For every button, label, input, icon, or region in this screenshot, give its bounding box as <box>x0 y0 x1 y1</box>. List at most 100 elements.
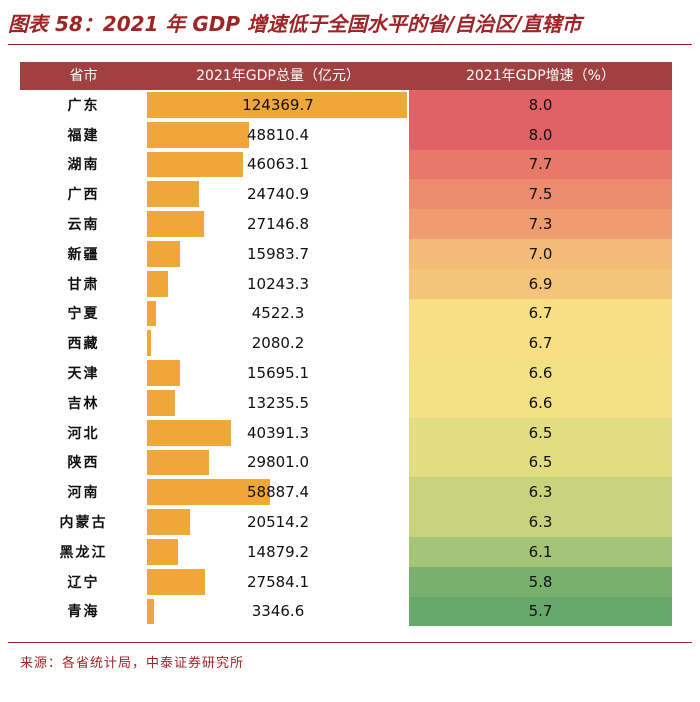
title-divider <box>8 44 692 45</box>
gdp-bar <box>147 181 199 208</box>
gdp-bar <box>147 389 175 416</box>
gdp-cell: 46063.1 <box>147 150 409 180</box>
gdp-bar <box>147 568 205 595</box>
table-row: 陕西 29801.0 6.5 <box>20 447 672 478</box>
gdp-bar <box>147 509 190 535</box>
gdp-value: 2080.2 <box>251 334 305 353</box>
growth-value: 7.0 <box>409 238 672 269</box>
growth-value: 6.7 <box>409 298 672 329</box>
gdp-bar <box>147 598 154 625</box>
table-header: 省市 2021年GDP总量（亿元） 2021年GDP增速（%） <box>20 62 672 90</box>
gdp-value: 15695.1 <box>246 364 310 383</box>
table-row: 福建 48810.4 8.0 <box>20 119 672 150</box>
gdp-cell: 48810.4 <box>147 120 409 150</box>
gdp-cell: 4522.3 <box>147 299 409 329</box>
table-row: 辽宁 27584.1 5.8 <box>20 566 672 597</box>
gdp-value: 27584.1 <box>246 572 310 591</box>
gdp-value: 13235.5 <box>246 393 310 412</box>
gdp-bar <box>147 211 204 237</box>
province-label: 吉林 <box>67 395 100 412</box>
chart-title: 图表 58：2021 年 GDP 增速低于全国水平的省/自治区/直辖市 <box>8 12 582 36</box>
table-row: 湖南 46063.1 7.7 <box>20 149 672 180</box>
growth-value: 6.3 <box>409 477 672 508</box>
gdp-cell: 24740.9 <box>147 179 409 209</box>
gdp-cell: 14879.2 <box>147 537 409 567</box>
table-row: 广西 24740.9 7.5 <box>20 179 672 210</box>
province-label: 宁夏 <box>67 306 100 323</box>
table-row: 甘肃 10243.3 6.9 <box>20 268 672 299</box>
gdp-bar <box>147 419 232 446</box>
province-label: 福建 <box>67 127 100 144</box>
province-label: 湖南 <box>67 157 100 174</box>
gdp-value: 58887.4 <box>246 483 310 502</box>
header-gdp: 2021年GDP总量（亿元） <box>196 68 360 84</box>
gdp-cell: 2080.2 <box>147 328 409 358</box>
growth-value: 6.7 <box>409 328 672 359</box>
gdp-bar <box>147 449 210 476</box>
gdp-cell: 15695.1 <box>147 358 409 388</box>
table-row: 天津 15695.1 6.6 <box>20 358 672 388</box>
table-row: 西藏 2080.2 6.7 <box>20 328 672 359</box>
province-label: 黑龙江 <box>59 544 108 561</box>
growth-value: 5.7 <box>409 596 672 627</box>
growth-value: 6.5 <box>409 417 672 448</box>
province-label: 河南 <box>67 485 100 502</box>
growth-value: 6.6 <box>409 358 672 388</box>
gdp-bar <box>147 479 271 506</box>
province-label: 陕西 <box>67 455 100 472</box>
table-row: 吉林 13235.5 6.6 <box>20 387 672 418</box>
gdp-cell: 15983.7 <box>147 239 409 269</box>
growth-value: 6.5 <box>409 447 672 478</box>
gdp-cell: 27584.1 <box>147 567 409 597</box>
gdp-value: 3346.6 <box>251 602 305 621</box>
province-label: 天津 <box>67 366 100 383</box>
table-row: 云南 27146.8 7.3 <box>20 209 672 239</box>
gdp-cell: 58887.4 <box>147 477 409 507</box>
gdp-value: 124369.7 <box>242 95 314 114</box>
gdp-value: 15983.7 <box>246 244 310 263</box>
gdp-value: 20514.2 <box>246 513 310 532</box>
table-body: 广东 124369.7 8.0 福建 48810.4 8.0 湖南 46063.1 7.7 广西 2… <box>20 90 672 627</box>
gdp-cell: 40391.3 <box>147 418 409 448</box>
province-label: 广东 <box>67 97 100 114</box>
gdp-value: 14879.2 <box>246 542 310 561</box>
gdp-value: 46063.1 <box>246 155 310 174</box>
growth-value: 7.7 <box>409 149 672 180</box>
gdp-cell: 27146.8 <box>147 209 409 239</box>
gdp-value: 4522.3 <box>251 304 305 323</box>
table-row: 新疆 15983.7 7.0 <box>20 238 672 269</box>
gdp-bar <box>147 92 407 118</box>
province-label: 河北 <box>67 425 100 442</box>
gdp-value: 48810.4 <box>246 125 310 144</box>
table-row: 宁夏 4522.3 6.7 <box>20 298 672 329</box>
gdp-value: 10243.3 <box>246 274 310 293</box>
gdp-value: 27146.8 <box>246 215 310 234</box>
province-label: 新疆 <box>67 246 100 263</box>
province-label: 云南 <box>67 217 100 234</box>
growth-value: 6.1 <box>409 536 672 567</box>
gdp-cell: 3346.6 <box>147 597 409 627</box>
gdp-cell: 20514.2 <box>147 507 409 537</box>
province-label: 内蒙古 <box>59 515 108 532</box>
growth-value: 6.9 <box>409 268 672 299</box>
gdp-value: 29801.0 <box>246 453 310 472</box>
table-row: 青海 3346.6 5.7 <box>20 596 672 627</box>
table-row: 广东 124369.7 8.0 <box>20 90 672 120</box>
table-row: 河北 40391.3 6.5 <box>20 417 672 448</box>
gdp-cell: 29801.0 <box>147 448 409 478</box>
gdp-bar <box>147 151 244 178</box>
gdp-bar <box>147 300 157 327</box>
gdp-cell: 13235.5 <box>147 388 409 418</box>
gdp-bar <box>147 360 180 386</box>
gdp-bar <box>147 240 181 267</box>
growth-value: 8.0 <box>409 119 672 150</box>
gdp-cell: 10243.3 <box>147 269 409 299</box>
table-row: 河南 58887.4 6.3 <box>20 477 672 508</box>
province-label: 辽宁 <box>67 574 100 591</box>
gdp-table: 省市 2021年GDP总量（亿元） 2021年GDP增速（%） 广东 124369… <box>20 62 672 627</box>
growth-value: 6.3 <box>409 507 672 537</box>
gdp-value: 24740.9 <box>246 185 310 204</box>
source-divider <box>8 642 692 643</box>
table-row: 黑龙江 14879.2 6.1 <box>20 536 672 567</box>
growth-value: 5.8 <box>409 566 672 597</box>
